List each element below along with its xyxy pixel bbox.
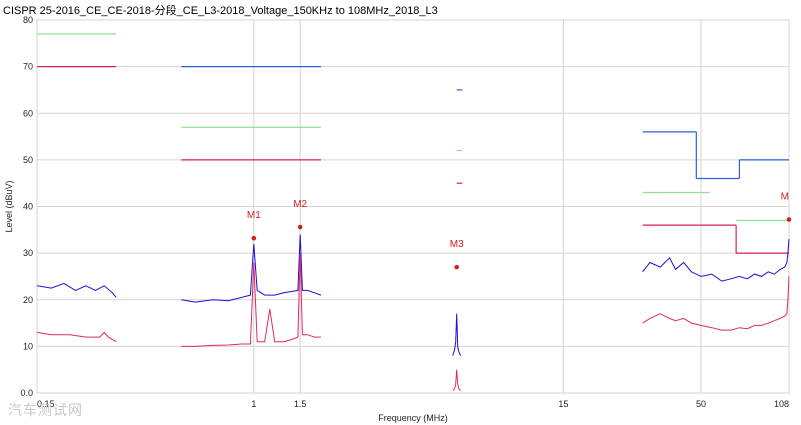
y-tick-label: 80	[23, 15, 33, 25]
y-tick-label: 40	[23, 202, 33, 212]
series-trace-1	[452, 313, 461, 356]
chart-title: CISPR 25-2016_CE_CE-2018-分段_CE_L3-2018_V…	[3, 5, 438, 17]
series-trace-1	[36, 282, 117, 298]
y-tick-label: 70	[23, 62, 33, 72]
marker-label: M1	[247, 210, 261, 221]
x-tick-label: 0.15	[37, 399, 55, 409]
marker-point	[297, 224, 303, 230]
marker-point	[251, 235, 257, 241]
y-axis-label: Level (dBuV)	[4, 180, 14, 232]
x-tick-label: 50	[696, 399, 706, 409]
x-tick-label: 108	[774, 399, 789, 409]
series-trace-2	[452, 369, 461, 392]
marker-label: M	[781, 192, 789, 203]
y-tick-label: 50	[23, 155, 33, 165]
x-tick-label: 1.5	[294, 399, 307, 409]
y-tick-label: 10	[23, 341, 33, 351]
y-tick-label: 30	[23, 248, 33, 258]
series-trace-2	[181, 253, 321, 347]
marker-label: M3	[450, 239, 464, 250]
y-tick-label: 20	[23, 295, 33, 305]
marker-label: M2	[293, 199, 307, 210]
series-trace-1	[181, 234, 322, 303]
series-trace-1	[642, 239, 790, 282]
watermark-text: 汽车测试网	[8, 403, 83, 419]
y-tick-label: 60	[23, 108, 33, 118]
x-axis-label: Frequency (MHz)	[378, 413, 448, 423]
series-trace-2	[36, 331, 117, 343]
marker-point	[786, 217, 792, 222]
marker-point	[454, 264, 460, 270]
x-tick-label: 1	[251, 399, 256, 409]
series-trace-2	[642, 276, 790, 331]
y-tick-label: 0.0	[20, 388, 33, 398]
x-tick-label: 15	[558, 399, 568, 409]
